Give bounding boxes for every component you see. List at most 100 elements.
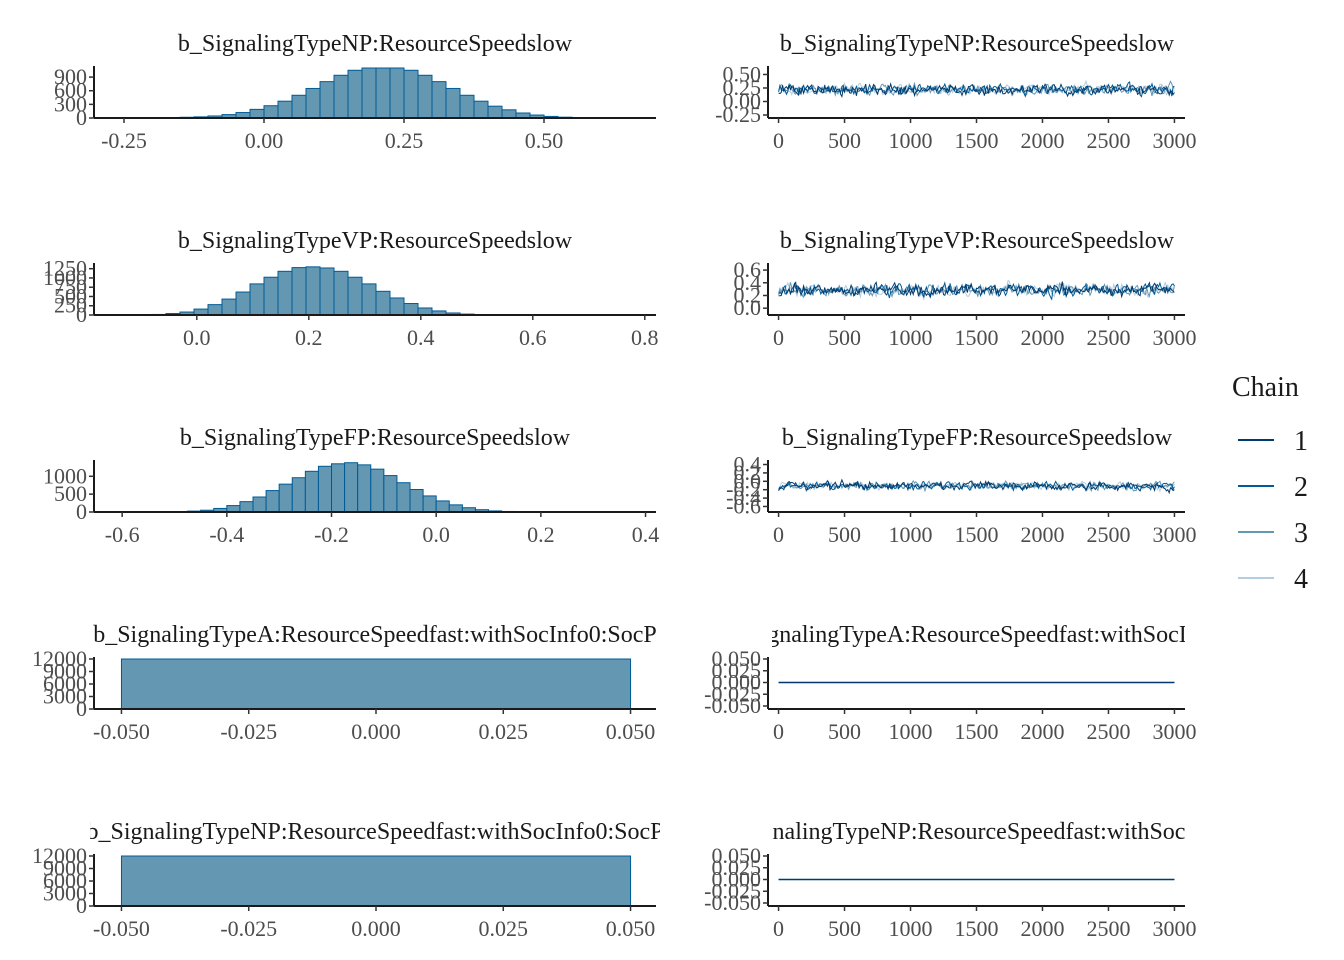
x-tick-label: -0.025 [220,719,277,744]
y-tick-label: -0.25 [715,102,761,127]
panel-title: b_SignalingTypeNP:ResourceSpeedfast:with… [717,819,1238,845]
x-tick-label: 3000 [1152,719,1196,744]
histogram-bar [409,489,424,513]
histogram-bars [123,266,517,316]
chain-2-trace [778,81,1175,98]
panel-title: b_SignalingTypeVP:ResourceSpeedslow [178,228,573,254]
legend-label-chain-1: 1 [1294,426,1308,457]
y-tick-label: 0 [76,105,87,130]
y-tick-label: 0.2 [734,282,762,307]
histogram-bar [278,483,293,513]
histogram-bar [305,266,321,316]
chain-2-trace [778,281,1175,301]
y-tick-label: 0.050 [712,843,762,868]
histogram-bar [375,290,391,316]
y-tick-label: 1250 [43,256,87,281]
histogram-bar [331,463,346,513]
histogram-panel: b_SignalingTypeNP:ResourceSpeedfast:with… [32,819,660,941]
histogram-bar [263,276,279,316]
x-tick-label: 0.050 [606,916,656,941]
histogram-bar [277,100,293,119]
histogram-bar [305,87,321,119]
y-tick-label: 0.000 [712,670,762,695]
histogram-bars [137,67,615,119]
trace-panel: b_SignalingTypeVP:ResourceSpeedslow 0 500 1… [734,228,1197,350]
y-tick-label: 0.0 [734,295,762,320]
y-tick-label: 3000 [43,881,87,906]
histogram-bar [417,307,433,316]
panel-title: b_SignalingTypeNP:ResourceSpeedslow [178,31,573,57]
histogram-bar [370,468,385,513]
x-tick-label: -0.025 [220,916,277,941]
x-tick-label: 2000 [1020,325,1064,350]
chain-1-trace [778,281,1175,299]
x-tick-label: 2500 [1086,719,1130,744]
histogram-bars [120,855,632,907]
y-tick-label: 0.25 [723,75,762,100]
histogram-bar [448,504,463,513]
legend-label-chain-2: 2 [1294,472,1308,503]
x-tick-label: 0.050 [606,719,656,744]
x-tick-label: -0.2 [314,522,349,547]
trace-panel: b_SignalingTypeA:ResourceSpeedfast:withS… [704,622,1196,744]
y-tick-label: 0.050 [712,646,762,671]
histogram-bar [291,267,307,316]
x-tick-label: 3000 [1152,916,1196,941]
x-tick-label: 1000 [889,128,933,153]
x-tick-label: 0.00 [245,128,284,153]
histogram-bar [265,490,280,513]
chain-1-trace [778,82,1175,98]
histogram-bar [473,100,489,119]
x-tick-label: 0.0 [183,325,211,350]
histogram-bar [317,465,333,513]
y-tick-label: -0.050 [704,890,761,915]
y-tick-label: 0.025 [712,658,762,683]
histogram-bar [249,283,265,316]
y-tick-label: 250 [54,293,87,318]
histogram-bar [347,276,363,316]
trace-series-group [778,478,1175,495]
y-tick-label: 0.50 [723,61,762,86]
y-tick-label: 900 [54,64,87,89]
histogram-bar [383,475,398,513]
y-tick-label: 0.6 [734,257,762,282]
x-tick-label: 1000 [889,522,933,547]
histogram-bar [347,69,363,119]
y-tick-label: 0.0 [734,468,762,493]
y-tick-label: 1000 [43,463,87,488]
y-tick-label: 0.2 [734,460,762,485]
histogram-bar [319,81,335,119]
x-tick-label: -0.25 [101,128,147,153]
x-tick-label: 1000 [889,916,933,941]
x-tick-label: -0.050 [93,916,150,941]
x-tick-label: 0.25 [385,128,424,153]
histogram-bar [361,283,377,316]
y-tick-label: 0 [76,302,87,327]
histogram-bar [291,94,307,119]
trace-series-group [778,79,1175,98]
y-tick-label: -0.025 [704,878,761,903]
y-tick-label: 0.4 [734,452,762,477]
x-tick-label: 0.0 [422,522,450,547]
y-tick-label: 0.00 [723,88,762,113]
histogram-bar [396,482,411,513]
histogram-bar [319,267,335,316]
legend-entries: 1 2 3 4 [1238,426,1308,595]
x-tick-label: 0.2 [295,325,323,350]
x-tick-label: 0.000 [351,916,401,941]
y-tick-label: 500 [54,283,87,308]
panel-title: b_SignalingTypeVP:ResourceSpeedslow [780,228,1175,254]
histogram-bar [277,270,293,316]
histogram-bar [291,477,306,513]
panel-title: b_SignalingTypeNP:ResourceSpeedslow [780,31,1175,57]
legend-label-chain-4: 4 [1294,564,1308,595]
histogram-panel: b_SignalingTypeA:ResourceSpeedfast:withS… [32,622,657,744]
histogram-bar [487,105,503,119]
histogram-bar [389,67,405,119]
x-tick-label: 2500 [1086,128,1130,153]
y-tick-label: 0 [76,893,87,918]
chain-1-trace [778,478,1175,495]
x-tick-label: -0.4 [209,522,244,547]
x-tick-label: 0 [773,325,784,350]
